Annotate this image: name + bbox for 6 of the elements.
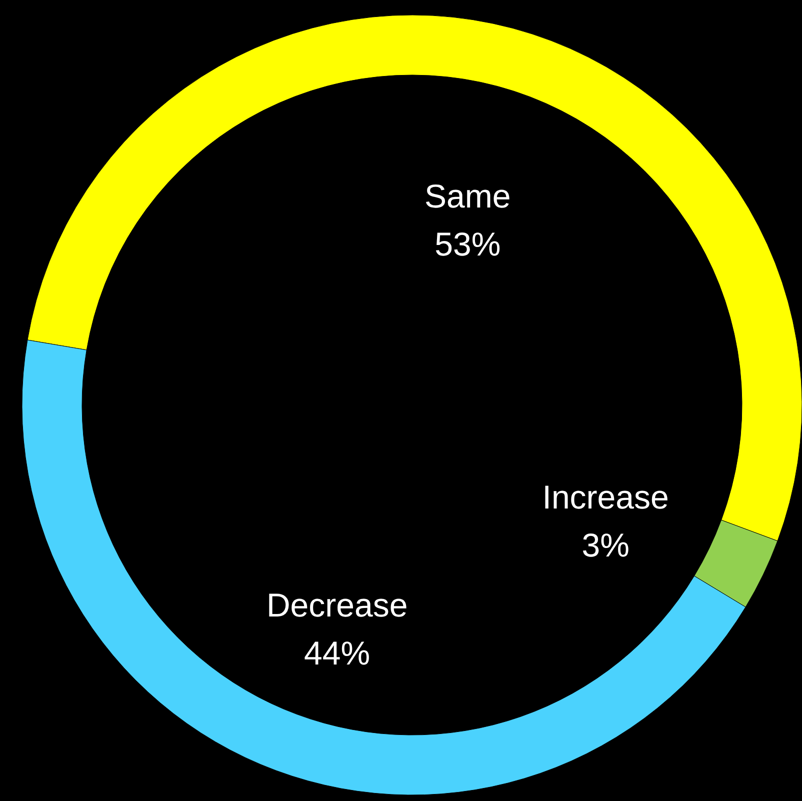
data-label: 44% [304, 634, 370, 672]
slice-label: Same [424, 177, 511, 214]
slice-label: Decrease [266, 586, 408, 624]
data-label: 3% [582, 526, 630, 564]
slice-label: Increase [542, 478, 669, 516]
data-label: 53% [434, 225, 501, 262]
